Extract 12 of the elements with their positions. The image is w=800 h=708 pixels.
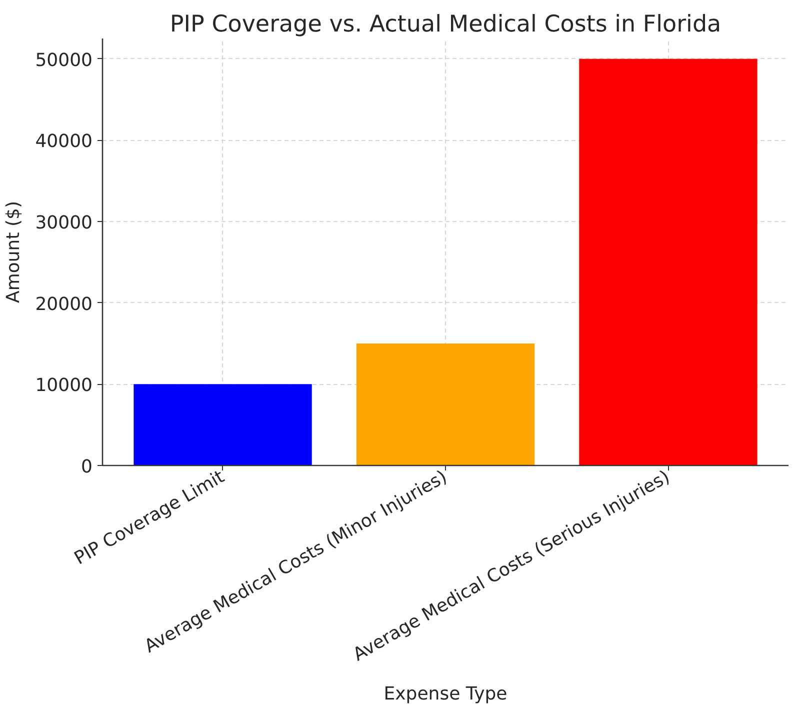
y-tick-label: 40000 [35,131,93,152]
bar [134,384,312,466]
y-tick-label: 50000 [35,50,93,71]
x-axis-title: Expense Type [384,684,508,705]
y-tick-label: 20000 [35,294,93,315]
bar [579,58,758,466]
y-tick-label: 10000 [35,375,93,396]
bar [356,344,535,466]
y-axis-title: Amount ($) [3,201,24,303]
y-tick-label: 30000 [35,212,93,234]
chart-title: PIP Coverage vs. Actual Medical Costs in Florida [170,12,722,38]
y-tick-label: 0 [81,456,92,478]
